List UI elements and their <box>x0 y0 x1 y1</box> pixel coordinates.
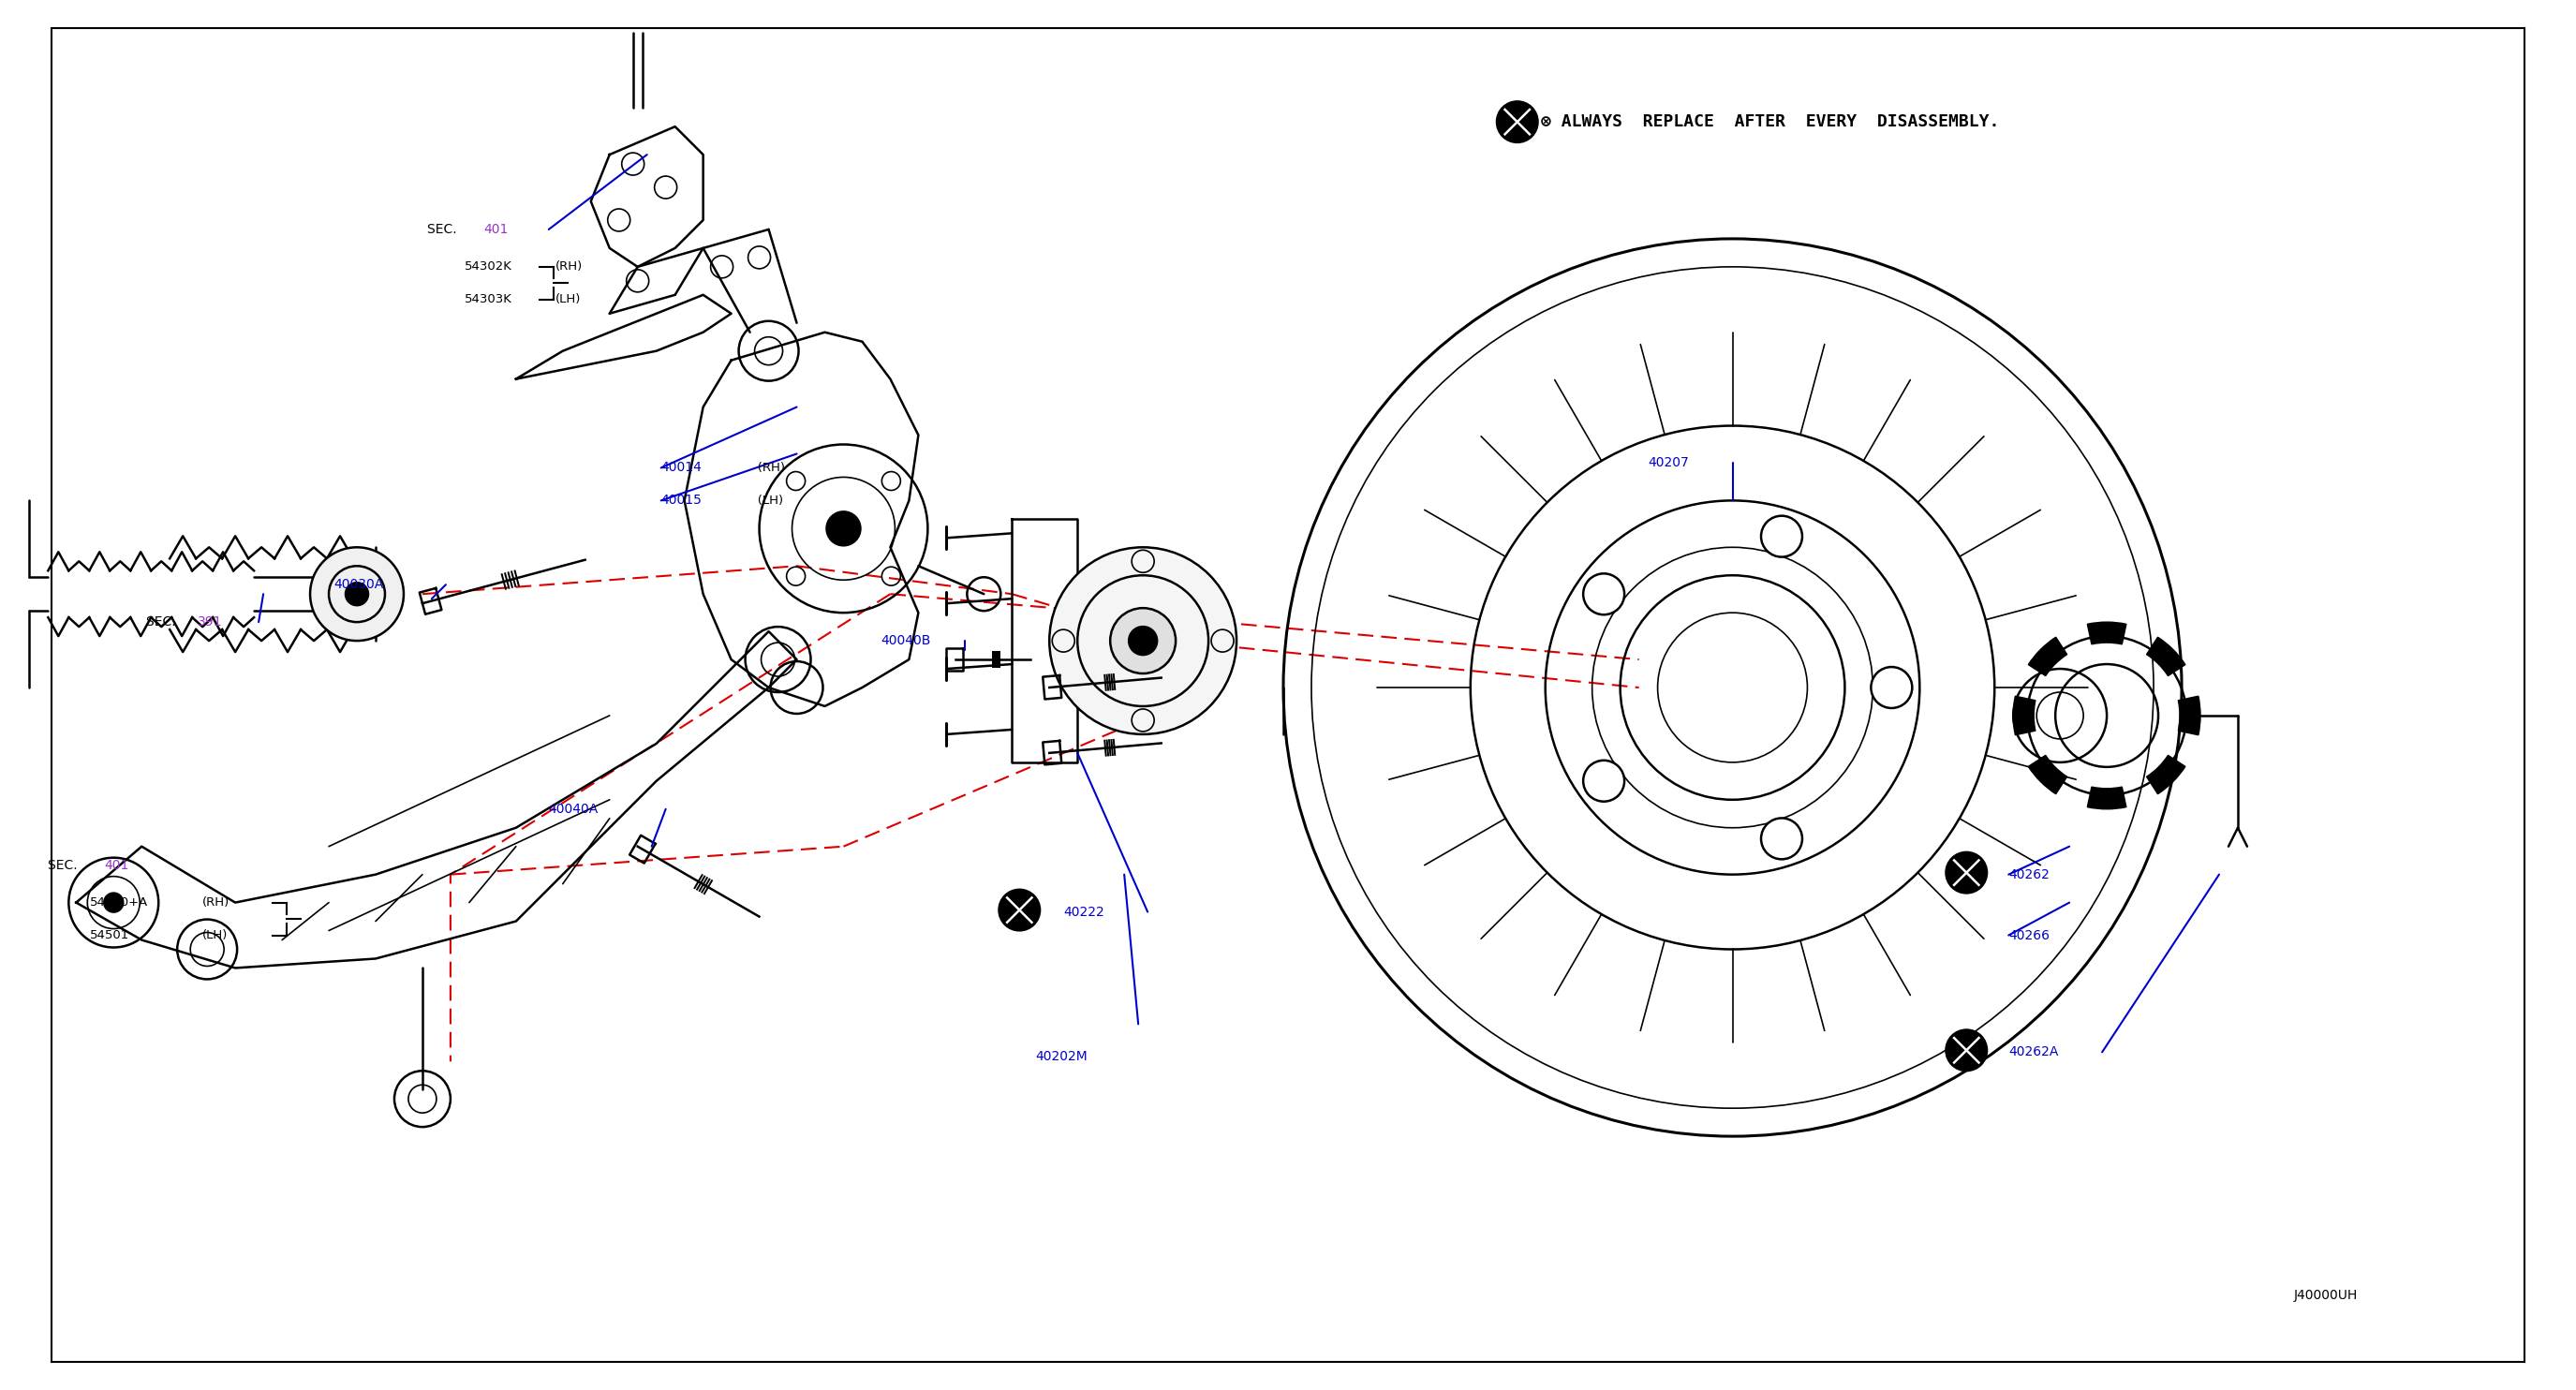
Circle shape <box>1945 852 1986 894</box>
Circle shape <box>1762 516 1803 557</box>
Text: (LH): (LH) <box>204 929 229 941</box>
Wedge shape <box>2179 696 2200 735</box>
Wedge shape <box>2087 623 2125 644</box>
Text: 40207: 40207 <box>1649 456 1690 470</box>
Circle shape <box>1762 819 1803 859</box>
Text: SEC.: SEC. <box>49 859 82 872</box>
Wedge shape <box>2027 755 2066 794</box>
Wedge shape <box>2014 696 2035 735</box>
Text: (LH): (LH) <box>744 495 783 506</box>
Text: J40000UH: J40000UH <box>2295 1289 2357 1302</box>
Polygon shape <box>590 126 703 267</box>
Polygon shape <box>1012 520 1077 762</box>
Text: (LH): (LH) <box>556 293 582 306</box>
Text: 401: 401 <box>484 222 507 236</box>
Wedge shape <box>2027 637 2066 676</box>
Circle shape <box>1048 548 1236 734</box>
Text: 40040A: 40040A <box>549 802 598 816</box>
Text: 40266: 40266 <box>2009 929 2050 942</box>
Circle shape <box>1497 101 1538 142</box>
Text: 40014: 40014 <box>662 461 703 474</box>
Circle shape <box>1870 667 1911 708</box>
Circle shape <box>345 582 368 605</box>
Text: 401: 401 <box>103 859 129 872</box>
Text: 54302K: 54302K <box>464 261 513 272</box>
Circle shape <box>827 512 860 545</box>
Text: 54501: 54501 <box>90 929 129 941</box>
Text: 40262A: 40262A <box>2009 1045 2058 1059</box>
Circle shape <box>1584 760 1625 802</box>
Text: 40015: 40015 <box>662 493 703 507</box>
Text: 391: 391 <box>198 616 222 628</box>
Text: 40030A: 40030A <box>332 578 384 591</box>
Text: 40222: 40222 <box>1064 905 1105 919</box>
Text: ⊗ ALWAYS  REPLACE  AFTER  EVERY  DISASSEMBLY.: ⊗ ALWAYS REPLACE AFTER EVERY DISASSEMBLY… <box>1540 114 1999 131</box>
Text: 54500+A: 54500+A <box>90 897 149 909</box>
Text: 40040B: 40040B <box>881 634 930 648</box>
Text: 40262: 40262 <box>2009 867 2050 881</box>
Circle shape <box>309 548 404 641</box>
Text: 40202M: 40202M <box>1036 1051 1087 1063</box>
Text: SEC.: SEC. <box>147 616 180 628</box>
Polygon shape <box>685 332 920 706</box>
Circle shape <box>1110 607 1175 674</box>
Text: (RH): (RH) <box>556 261 582 272</box>
Circle shape <box>1945 1030 1986 1070</box>
Wedge shape <box>2146 637 2184 676</box>
Text: 54303K: 54303K <box>464 293 513 306</box>
Wedge shape <box>2146 755 2184 794</box>
Text: (RH): (RH) <box>744 461 786 474</box>
Circle shape <box>103 894 124 912</box>
Circle shape <box>1584 574 1625 614</box>
Wedge shape <box>2087 787 2125 809</box>
Circle shape <box>999 890 1041 930</box>
Circle shape <box>1128 627 1157 655</box>
Text: SEC.: SEC. <box>428 222 461 236</box>
Polygon shape <box>77 631 796 967</box>
Text: (RH): (RH) <box>204 897 229 909</box>
